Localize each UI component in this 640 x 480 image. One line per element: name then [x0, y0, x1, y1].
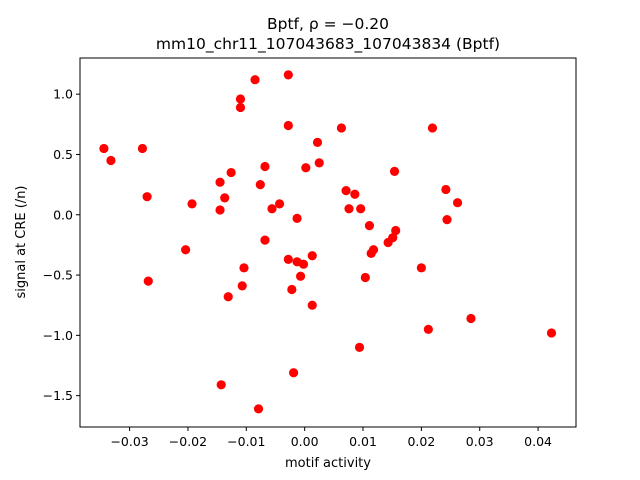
- data-point: [354, 342, 365, 353]
- data-point: [336, 123, 347, 133]
- data-point: [255, 180, 265, 190]
- data-point: [452, 198, 463, 208]
- data-point: [307, 251, 317, 261]
- data-point: [364, 221, 375, 231]
- data-point: [274, 199, 285, 209]
- data-point: [288, 368, 299, 378]
- data-point: [466, 313, 476, 324]
- data-point: [441, 184, 451, 195]
- x-tick-label: 0.00: [291, 434, 319, 449]
- data-point: [356, 204, 366, 214]
- data-point: [423, 324, 433, 334]
- x-tick-label: 0.03: [466, 434, 494, 449]
- data-point: [215, 177, 225, 187]
- data-point: [283, 120, 293, 131]
- data-point: [283, 70, 293, 80]
- data-point: [389, 166, 400, 176]
- y-tick-label: 0.0: [53, 207, 73, 222]
- data-point: [260, 161, 270, 172]
- x-tick-label: −0.01: [227, 434, 265, 449]
- data-point: [99, 143, 109, 154]
- x-tick-label: −0.03: [110, 434, 148, 449]
- data-point: [350, 189, 360, 199]
- data-point: [314, 158, 324, 168]
- data-point: [416, 263, 426, 273]
- data-point: [143, 276, 153, 286]
- data-point: [391, 225, 401, 236]
- y-tick-label: 1.0: [53, 87, 73, 102]
- data-point: [298, 259, 309, 269]
- x-axis-label: motif activity: [285, 456, 371, 471]
- data-point: [307, 300, 317, 310]
- data-points: [99, 70, 557, 414]
- data-point: [287, 284, 297, 295]
- data-point: [283, 254, 293, 264]
- data-point: [427, 123, 438, 133]
- chart-title-line1: Bptf, ρ = −0.20: [267, 15, 389, 33]
- data-point: [260, 235, 270, 245]
- data-point: [235, 94, 246, 104]
- data-point: [237, 281, 247, 291]
- data-point: [226, 167, 236, 178]
- data-point: [301, 163, 311, 173]
- data-point: [341, 186, 351, 196]
- data-point: [292, 213, 302, 223]
- data-point: [142, 192, 152, 202]
- y-axis-label: signal at CRE (/n): [14, 185, 29, 298]
- data-point: [546, 328, 557, 338]
- data-point: [216, 380, 226, 390]
- data-point: [239, 263, 249, 273]
- data-point: [368, 245, 379, 255]
- y-tick-label: −1.5: [43, 388, 73, 403]
- y-tick-label: −1.0: [43, 328, 73, 343]
- data-point: [137, 143, 148, 154]
- x-tick-label: −0.02: [169, 434, 207, 449]
- y-tick-label: −0.5: [43, 268, 73, 283]
- y-tick-label: 0.5: [53, 147, 73, 162]
- data-point: [388, 233, 398, 243]
- data-point: [223, 292, 233, 302]
- x-tick-label: 0.01: [349, 434, 377, 449]
- data-point: [360, 272, 370, 283]
- chart-title-line2: mm10_chr11_107043683_107043834 (Bptf): [156, 35, 500, 54]
- data-point: [106, 155, 116, 166]
- data-point: [442, 214, 452, 225]
- data-point: [250, 75, 260, 85]
- data-point: [181, 245, 191, 255]
- data-point: [220, 193, 230, 203]
- x-tick-label: 0.02: [407, 434, 435, 449]
- data-point: [344, 204, 354, 214]
- y-axis-ticks: −1.5 −1.0 −0.5 0.0 0.5 1.0: [43, 87, 80, 403]
- x-axis-ticks: −0.03 −0.02 −0.01 0.00 0.01 0.02 0.03 0.04: [110, 427, 552, 449]
- data-point: [312, 137, 323, 148]
- x-tick-label: 0.04: [524, 434, 552, 449]
- data-point: [267, 204, 277, 214]
- data-point: [187, 199, 197, 209]
- data-point: [253, 404, 264, 414]
- data-point: [235, 102, 246, 113]
- plot-frame: [79, 57, 577, 428]
- data-point: [215, 205, 225, 215]
- data-point: [295, 271, 306, 281]
